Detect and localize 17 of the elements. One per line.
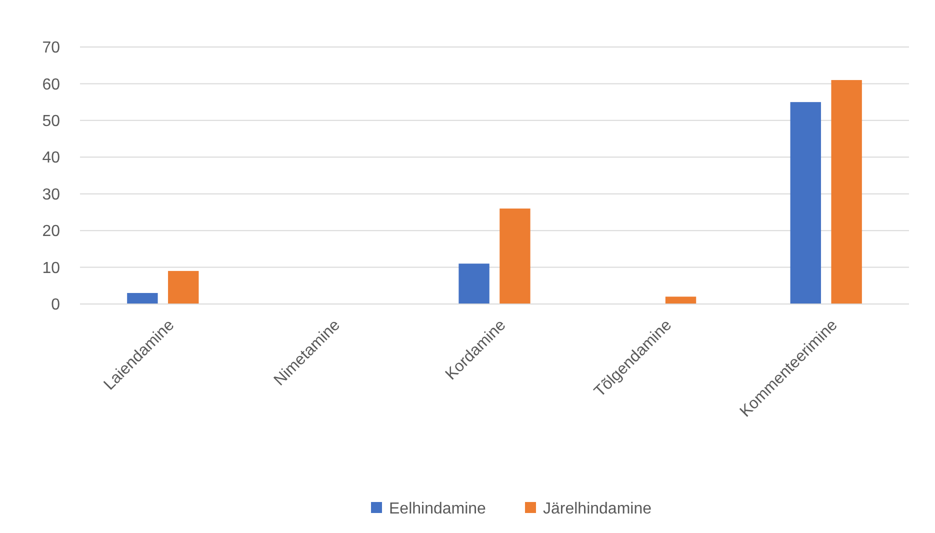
bar — [500, 208, 530, 304]
bar — [665, 296, 696, 304]
y-tick-label: 10 — [42, 260, 60, 277]
bar — [831, 80, 862, 304]
bar — [168, 270, 199, 304]
legend-label: Järelhindamine — [543, 500, 652, 518]
y-tick-label: 70 — [42, 40, 60, 57]
y-tick-label: 50 — [42, 113, 60, 130]
bar — [127, 292, 158, 304]
bar — [790, 102, 821, 304]
y-tick-label: 0 — [51, 296, 60, 314]
y-tick-label: 40 — [42, 150, 60, 167]
y-tick-label: 30 — [42, 186, 60, 204]
y-tick-label: 60 — [42, 76, 60, 94]
legend-label: Eelhindamine — [389, 500, 486, 518]
y-tick-label: 20 — [42, 223, 60, 240]
bar — [458, 264, 490, 304]
